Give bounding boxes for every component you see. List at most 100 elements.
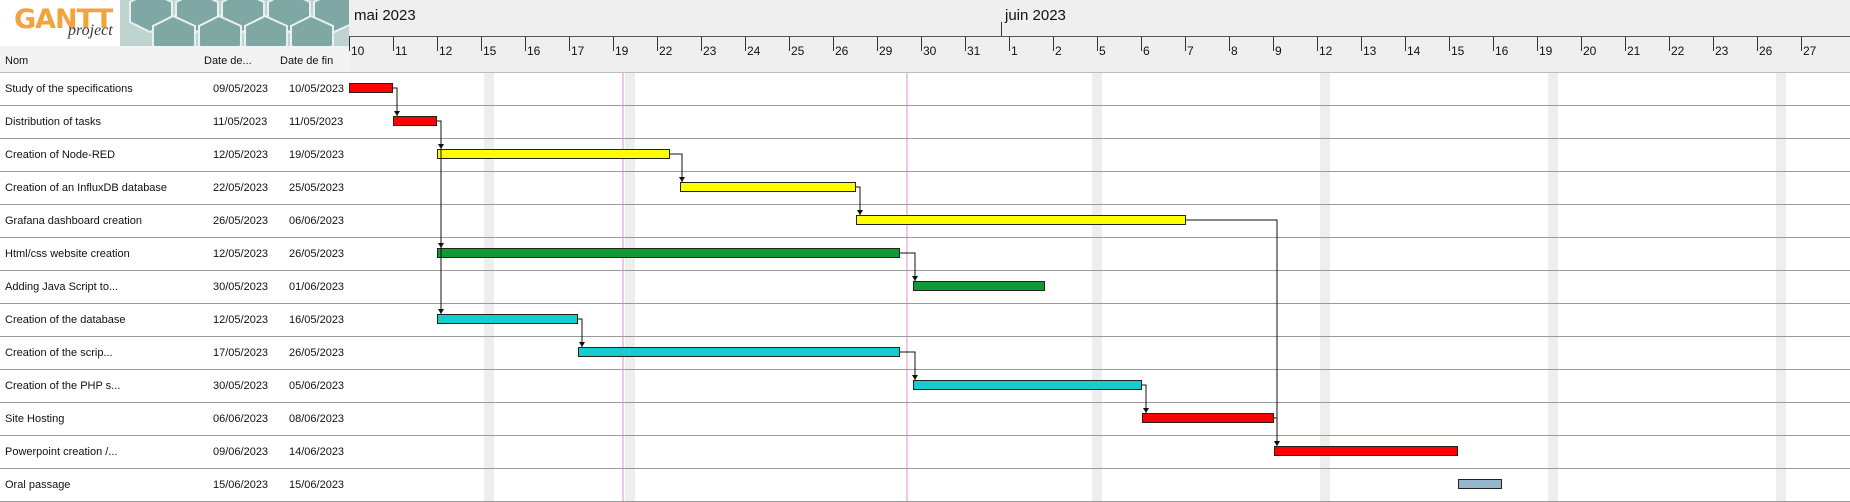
holiday-marker [622,73,624,502]
timeline-day-tick [1449,37,1450,51]
task-end-date[interactable]: 16/05/2023 [289,314,345,326]
task-bar[interactable] [349,83,393,93]
timeline-day-tick [1757,37,1758,51]
task-bar[interactable] [1274,446,1458,456]
dependency-arrow [1186,219,1278,446]
logo-text: GANTT [14,4,113,35]
arrow-head [438,309,444,314]
row-divider [0,270,1850,271]
task-end-date[interactable]: 26/05/2023 [289,347,345,359]
holiday-marker [906,73,908,502]
column-header-end-date[interactable]: Date de fin [280,55,334,67]
task-bar[interactable] [1458,479,1502,489]
arrow-head [394,111,400,116]
task-start-date[interactable]: 17/05/2023 [213,347,269,359]
task-name[interactable]: Oral passage [5,479,71,491]
timeline-day-tick [1801,37,1802,51]
task-name[interactable]: Creation of Node-RED [5,149,116,161]
task-bar[interactable] [437,314,578,324]
dependency-arrow [437,120,442,248]
timeline-day-row: 10 11 12 15 16 17 19 22 23 24 25 26 29 30 31 1 2 5 6 7 8 9 12 1… [349,37,1850,73]
task-start-date[interactable]: 06/06/2023 [213,413,269,425]
timeline-day-tick [1229,37,1230,51]
timeline-day-label: 26 [835,44,849,58]
task-name[interactable]: Creation of the PHP s... [5,380,121,392]
timeline-day-tick [613,37,614,51]
task-bar[interactable] [913,281,1045,291]
timeline-day-label: 17 [571,44,585,58]
task-start-date[interactable]: 12/05/2023 [213,149,269,161]
dependency-arrow [670,153,683,182]
task-end-date[interactable]: 15/06/2023 [289,479,345,491]
task-bar[interactable] [578,347,900,357]
task-end-date[interactable]: 11/05/2023 [289,116,344,128]
task-name[interactable]: Site Hosting [5,413,65,425]
task-start-date[interactable]: 15/06/2023 [213,479,269,491]
task-start-date[interactable]: 12/05/2023 [213,248,269,260]
task-start-date[interactable]: 09/06/2023 [213,446,269,458]
task-name[interactable]: Creation of the scrip... [5,347,113,359]
task-bar[interactable] [393,116,437,126]
timeline-day-label: 1 [1011,44,1018,58]
task-end-date[interactable]: 25/05/2023 [289,182,345,194]
task-bar[interactable] [1142,413,1274,423]
task-end-date[interactable]: 05/06/2023 [289,380,345,392]
task-name[interactable]: Grafana dashboard creation [5,215,142,227]
task-name[interactable]: Creation of the database [5,314,126,326]
task-name[interactable]: Creation of an InfluxDB database [5,182,168,194]
task-end-date[interactable]: 06/06/2023 [289,215,345,227]
row-divider [0,237,1850,238]
timeline-day-tick [1713,37,1714,51]
task-start-date[interactable]: 09/05/2023 [213,83,269,95]
task-end-date[interactable]: 14/06/2023 [289,446,345,458]
timeline-day-label: 19 [615,44,629,58]
task-name[interactable]: Adding Java Script to... [5,281,119,293]
dependency-arrow [1142,384,1147,413]
task-bar[interactable] [437,248,900,258]
timeline-day-label: 14 [1407,44,1421,58]
timeline-month-row: mai 2023 juin 2023 [349,0,1850,37]
task-start-date[interactable]: 22/05/2023 [213,182,269,194]
timeline-day-tick [1581,37,1582,51]
column-header-name[interactable]: Nom [5,55,29,67]
task-name[interactable]: Html/css website creation [5,248,130,260]
column-header-start-date[interactable]: Date de... [204,55,252,67]
task-name[interactable]: Distribution of tasks [5,116,101,128]
task-start-date[interactable]: 12/05/2023 [213,314,269,326]
task-end-date[interactable]: 26/05/2023 [289,248,345,260]
weekend-band [484,73,494,502]
task-bar[interactable] [856,215,1186,225]
task-bar[interactable] [913,380,1142,390]
timeline-day-label: 21 [1627,44,1641,58]
task-end-date[interactable]: 19/05/2023 [289,149,345,161]
row-divider [0,171,1850,172]
timeline-day-tick [745,37,746,51]
timeline-day-label: 27 [1803,44,1817,58]
timeline-day-tick [877,37,878,51]
timeline-day-label: 7 [1187,44,1194,58]
task-name[interactable]: Powerpoint creation /... [5,446,118,458]
timeline-day-label: 16 [527,44,541,58]
timeline-day-tick [1009,37,1010,51]
task-start-date[interactable]: 30/05/2023 [213,380,269,392]
timeline-day-tick [657,37,658,51]
timeline-day-tick [1405,37,1406,51]
timeline-day-tick [701,37,702,51]
logo-subtext: project [68,22,113,39]
task-end-date[interactable]: 10/05/2023 [289,83,345,95]
dependency-arrow [578,318,583,347]
task-bar[interactable] [437,149,670,159]
task-name[interactable]: Study of the specifications [5,83,133,95]
task-bar[interactable] [680,182,856,192]
task-start-date[interactable]: 30/05/2023 [213,281,269,293]
arrow-head [912,375,918,380]
task-start-date[interactable]: 26/05/2023 [213,215,269,227]
dependency-arrow [900,351,916,380]
task-start-date[interactable]: 11/05/2023 [213,116,268,128]
task-end-date[interactable]: 08/06/2023 [289,413,345,425]
task-end-date[interactable]: 01/06/2023 [289,281,345,293]
timeline-day-tick [1625,37,1626,51]
task-table-header: Nom Date de... Date de fin [0,46,349,73]
timeline-day-label: 5 [1099,44,1106,58]
